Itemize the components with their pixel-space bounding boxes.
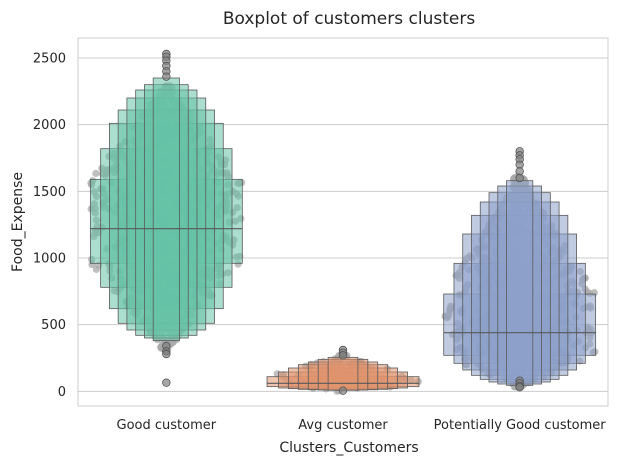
x-tick-label: Good customer <box>117 418 217 433</box>
y-tick-label: 2000 <box>33 118 66 133</box>
outlier-point <box>515 173 524 183</box>
x-tick-labels: Good customer Avg customer Potentially Goo… <box>117 418 607 433</box>
boxen-boxes <box>89 49 597 395</box>
outlier-point <box>515 383 524 392</box>
outlier-point <box>162 72 171 81</box>
y-tick-label: 0 <box>58 385 66 400</box>
boxen-box <box>152 77 180 342</box>
y-axis-label: Food_Expense <box>10 172 26 272</box>
outlier-point <box>338 351 348 360</box>
outlier-point <box>162 378 171 387</box>
y-tick-label: 500 <box>41 318 66 333</box>
boxen-box <box>327 356 359 391</box>
x-tick-label: Avg customer <box>298 418 388 433</box>
outlier-point <box>162 349 171 359</box>
y-tick-label: 2500 <box>33 52 66 67</box>
boxen-box <box>506 180 534 386</box>
chart-title: Boxplot of customers clusters <box>223 9 476 29</box>
y-tick-label: 1500 <box>33 185 66 200</box>
y-tick-label: 1000 <box>33 252 66 267</box>
y-tick-labels: 0 500 1000 1500 2000 2500 <box>33 52 66 400</box>
x-tick-label: Potentially Good customer <box>434 418 607 433</box>
x-axis-label: Clusters_Customers <box>279 440 418 456</box>
swarm-point <box>92 169 100 178</box>
outlier-point <box>338 386 348 395</box>
